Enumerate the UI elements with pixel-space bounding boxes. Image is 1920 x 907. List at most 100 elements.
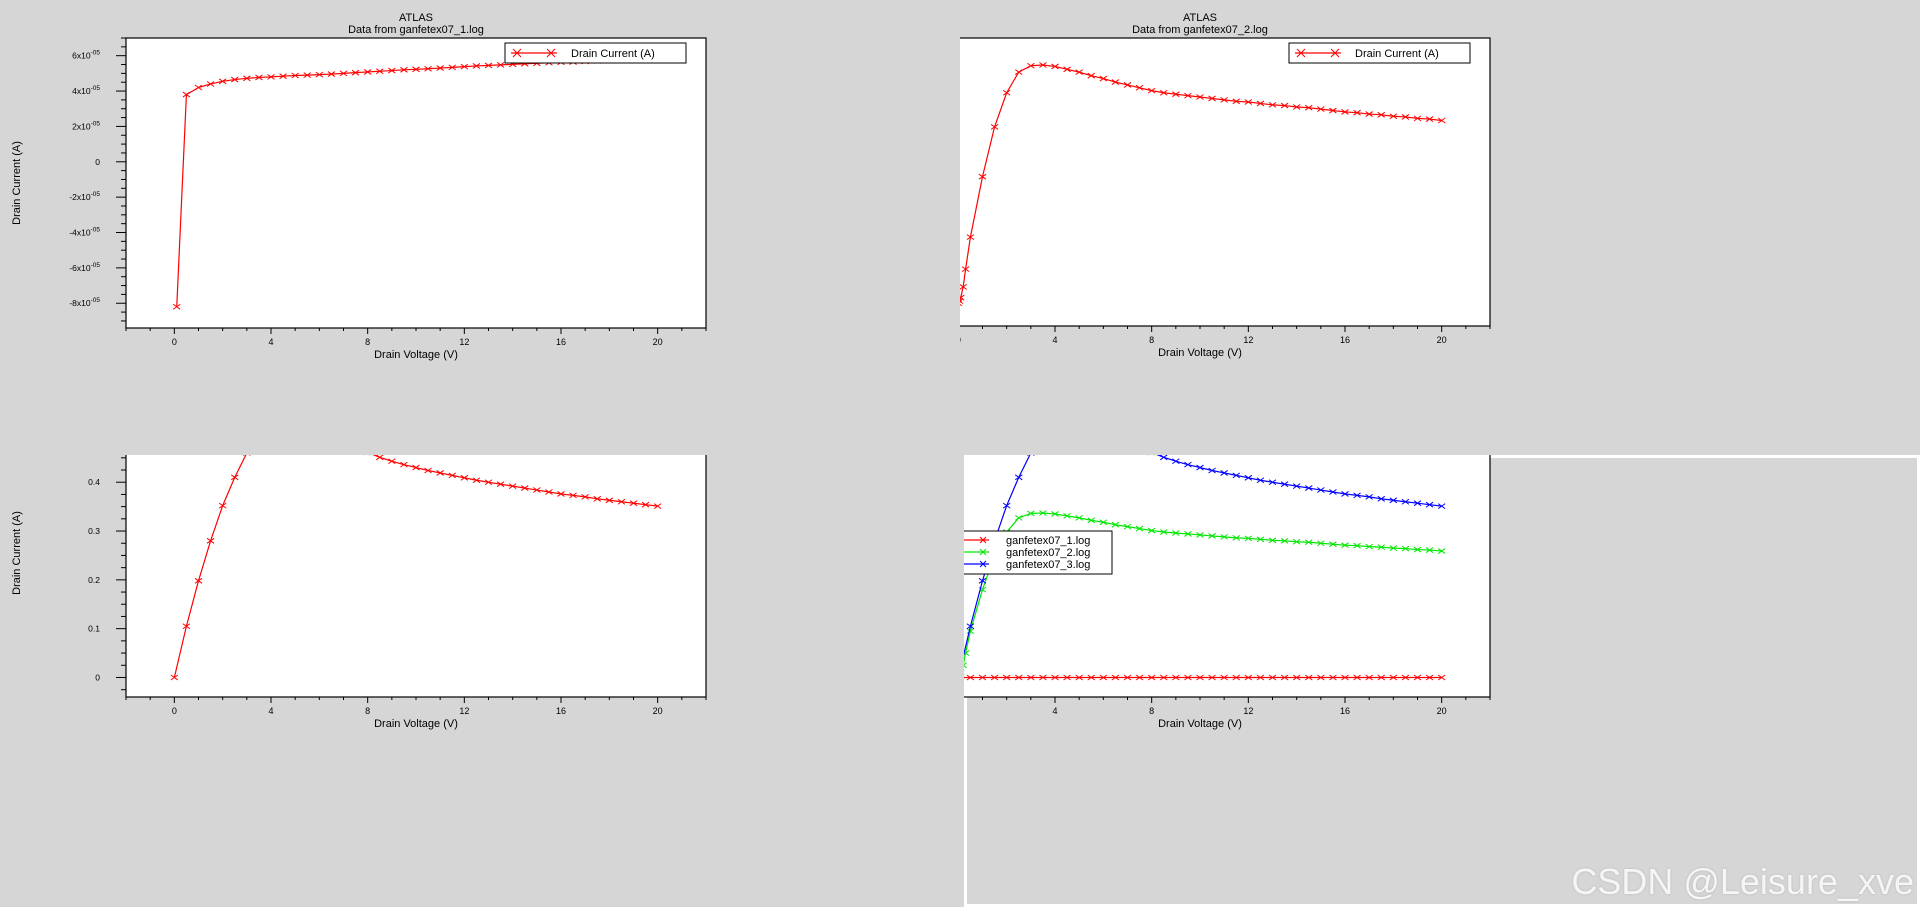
data-point-marker <box>170 674 179 681</box>
x-tick-label: 12 <box>459 706 469 716</box>
data-point-marker <box>1377 495 1386 502</box>
data-point-marker <box>1075 674 1083 681</box>
chart-panel-1[interactable]: ATLAS Data from ganfetex07_1.log Drain Vol… <box>0 0 956 450</box>
data-point-marker <box>424 467 432 474</box>
data-point-marker <box>1304 539 1313 546</box>
x-tick-label: 12 <box>459 337 469 347</box>
data-point-marker <box>1268 479 1277 486</box>
file-legend: ganfetex07_1.logganfetex07_2.logganfetex… <box>964 530 1113 575</box>
data-point-marker <box>1268 674 1277 681</box>
data-point-marker <box>1280 102 1289 109</box>
data-point-marker <box>1063 66 1071 73</box>
y-tick-exponent: -05 <box>91 50 101 57</box>
file-legend-label: ganfetex07_3.log <box>1006 559 1090 571</box>
data-point-marker <box>1220 96 1228 103</box>
data-point-marker <box>1244 474 1253 481</box>
data-point-marker <box>1039 62 1047 68</box>
data-point-marker <box>960 294 965 301</box>
y-tick-label: 0 <box>95 672 100 682</box>
data-point-marker <box>581 493 589 500</box>
data-point-marker <box>1365 674 1373 681</box>
plot-area <box>125 455 707 698</box>
data-point-marker <box>351 69 360 76</box>
data-point-marker <box>1292 104 1301 110</box>
y-tick-exponent: -05 <box>91 227 101 234</box>
data-point-marker <box>1208 467 1216 474</box>
data-point-marker <box>1039 674 1047 681</box>
y-tick-exponent: -05 <box>91 297 101 304</box>
legend-marker <box>1296 48 1306 58</box>
data-point-marker <box>1232 472 1241 479</box>
data-point-marker <box>978 577 987 584</box>
x-tick-label: 16 <box>1340 335 1350 345</box>
data-point-marker <box>303 72 312 79</box>
data-point-marker <box>388 458 396 465</box>
x-tick-label: 12 <box>1243 706 1253 716</box>
data-point-marker <box>1075 69 1083 76</box>
legend-box <box>504 42 687 64</box>
data-point-marker <box>1401 545 1410 552</box>
data-point-marker <box>412 66 420 73</box>
y-tick-exponent: -05 <box>91 85 101 92</box>
data-point-marker <box>1341 542 1349 549</box>
data-point-marker <box>436 470 444 476</box>
data-point-marker <box>1401 114 1410 120</box>
x-tick-label: 8 <box>1149 706 1154 716</box>
legend-label: Drain Current (A) <box>571 48 655 60</box>
data-point-marker <box>557 491 565 497</box>
data-point-marker <box>1413 115 1422 122</box>
x-axis-label: Drain Voltage (V) <box>374 349 458 361</box>
data-point-marker <box>484 62 493 69</box>
file-legend-label: ganfetex07_2.log <box>1006 547 1090 559</box>
data-point-marker <box>182 623 191 630</box>
data-point-marker <box>1389 113 1398 120</box>
data-point-marker <box>653 503 662 510</box>
data-point-marker <box>629 500 638 507</box>
data-point-marker <box>1159 674 1168 681</box>
x-tick-label: 0 <box>172 706 177 716</box>
data-point-marker <box>1087 72 1096 79</box>
chart-subtitle: Data from ganfetex07_1.log <box>348 24 484 36</box>
data-point-marker <box>1039 510 1047 516</box>
data-point-marker <box>1172 458 1180 465</box>
data-point-marker <box>1184 674 1192 681</box>
chart-panel-2[interactable]: ATLAS Data from ganfetex07_2.log Drain Vol… <box>960 0 1920 450</box>
x-tick-label: 12 <box>1243 335 1253 345</box>
y-axis-label: Drain Current (A) <box>11 511 23 595</box>
data-point-marker <box>243 75 251 82</box>
data-point-marker <box>966 623 975 630</box>
data-point-marker <box>961 266 970 273</box>
data-point-marker <box>1317 106 1325 113</box>
y-tick-label: 2x10-05 <box>72 120 100 131</box>
data-point-marker <box>1256 536 1265 543</box>
data-point-marker <box>1401 498 1410 505</box>
data-point-marker <box>448 472 457 479</box>
data-point-marker <box>1208 95 1216 102</box>
data-point-marker <box>1353 109 1361 116</box>
data-point-marker <box>1365 111 1373 117</box>
data-point-marker <box>966 234 975 241</box>
data-point-marker <box>448 64 457 71</box>
data-point-marker <box>1329 541 1337 548</box>
data-point-marker <box>424 65 432 72</box>
data-point-marker <box>472 63 481 69</box>
data-point-marker <box>1196 674 1204 681</box>
chart-panel-4[interactable]: ATLAS OVERLAYData from multiple filesDra… <box>964 455 1920 907</box>
data-point-marker <box>966 628 975 635</box>
x-tick-label: 4 <box>1052 335 1057 345</box>
data-point-marker <box>1317 674 1325 681</box>
data-point-marker <box>964 650 970 656</box>
x-axis-label: Drain Voltage (V) <box>1158 718 1242 730</box>
data-point-marker <box>1317 540 1325 547</box>
data-point-marker <box>1220 674 1228 681</box>
data-point-marker <box>1063 674 1071 681</box>
file-legend-label: ganfetex07_1.log <box>1006 535 1090 547</box>
data-point-marker <box>1002 502 1011 509</box>
data-point-marker <box>436 65 444 71</box>
chart-title: ATLAS <box>399 12 433 24</box>
data-point-marker <box>1425 674 1434 681</box>
data-point-marker <box>412 464 420 471</box>
file-legend-marker <box>979 548 987 556</box>
